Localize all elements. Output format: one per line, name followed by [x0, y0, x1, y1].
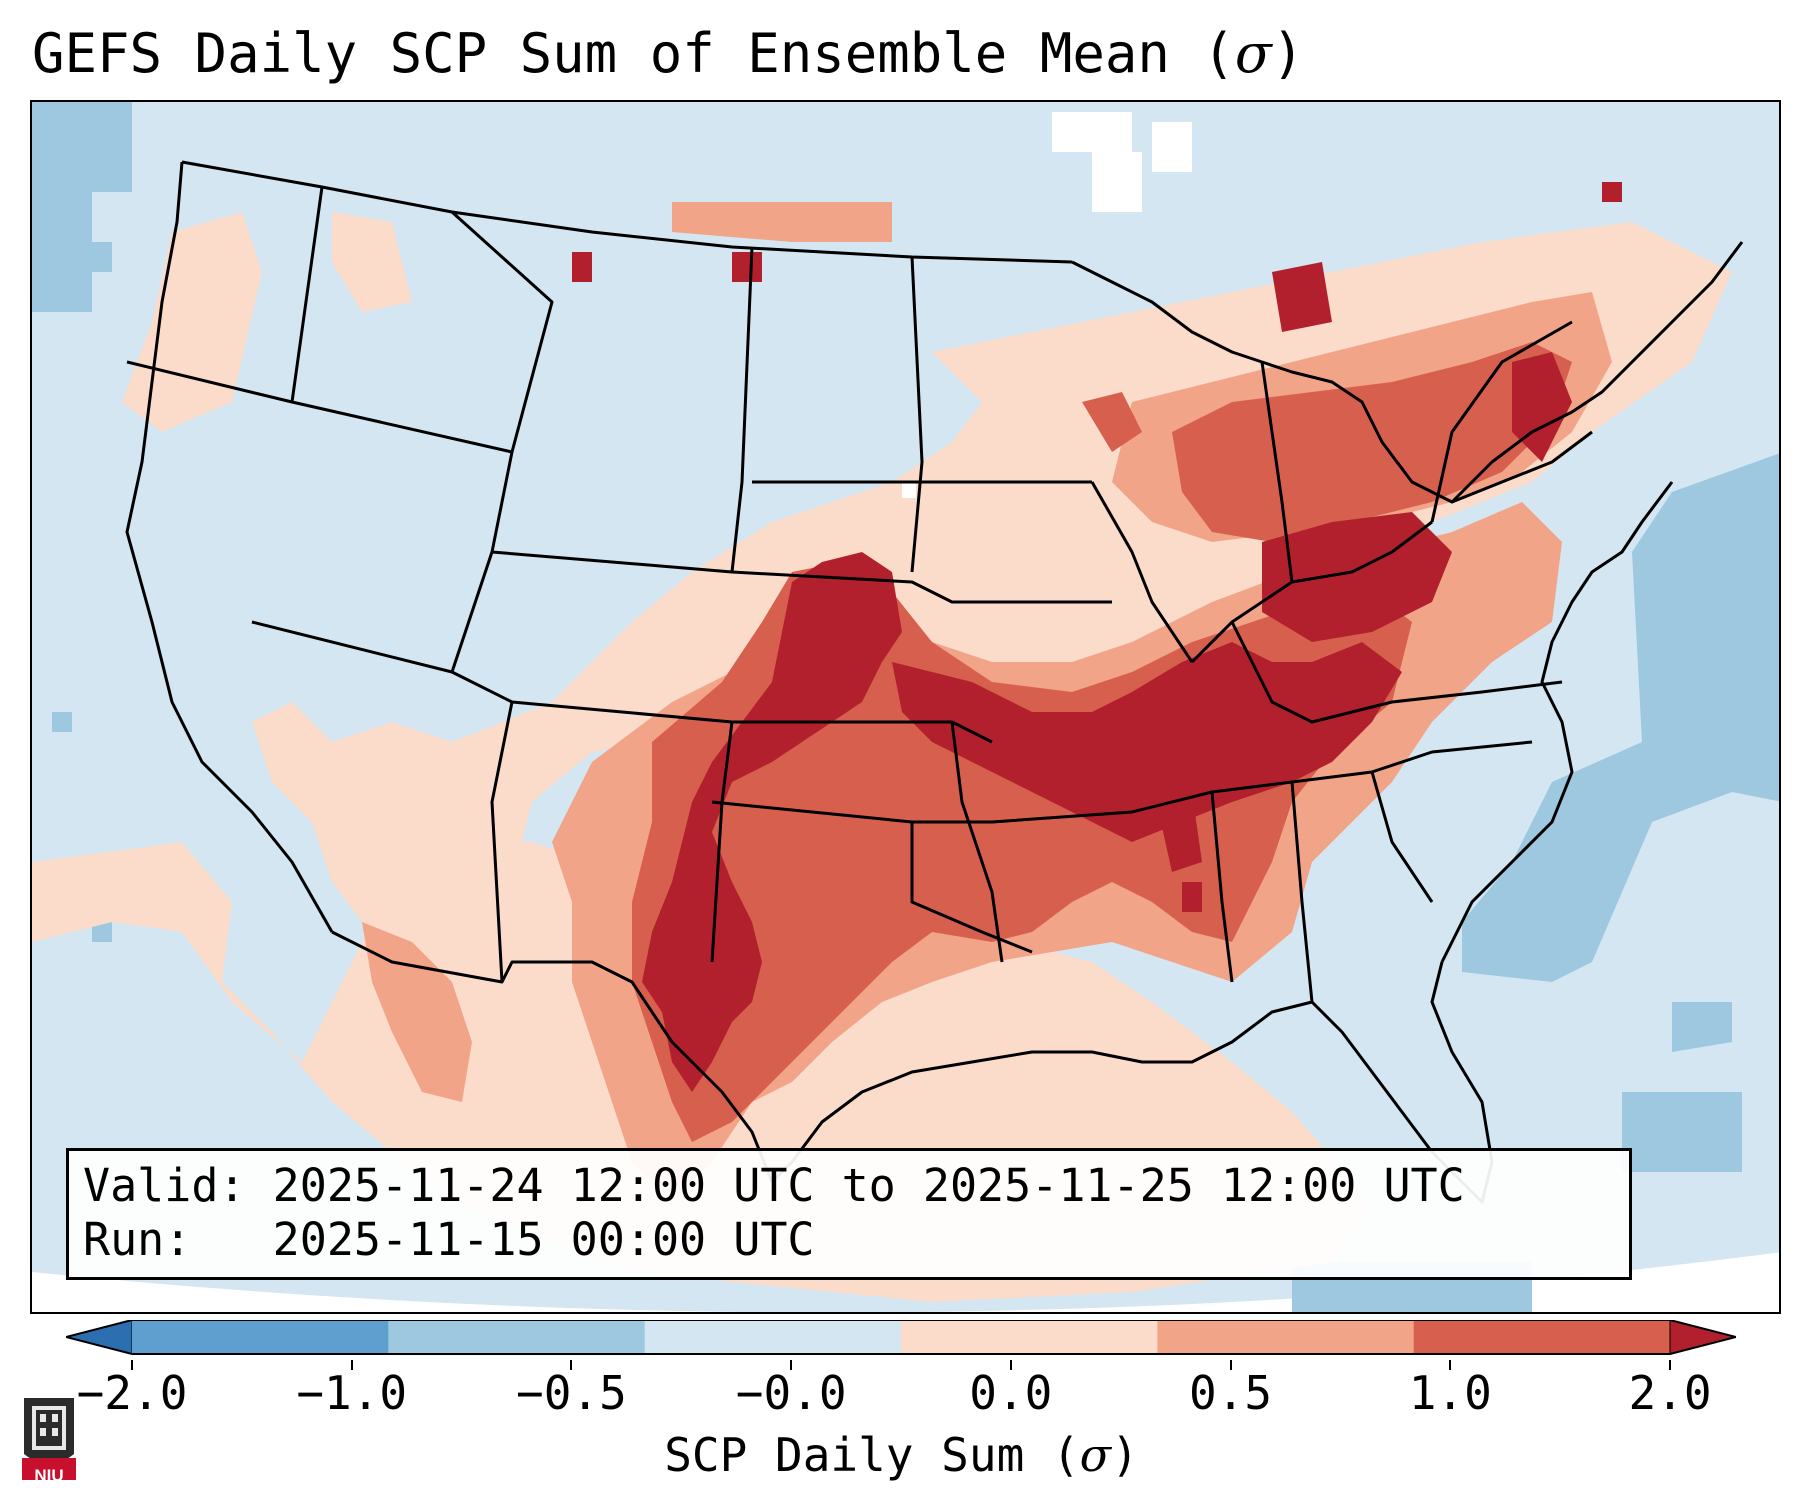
- colorbar-extend-low: [66, 1320, 133, 1355]
- colorbar-tick: [790, 1360, 793, 1370]
- colorbar-extend-high: [1669, 1320, 1736, 1355]
- colorbar-tick: [1449, 1360, 1452, 1370]
- colorbar: [66, 1320, 1736, 1355]
- run-row: Run: 2025-11-15 00:00 UTC: [83, 1213, 1615, 1267]
- colorbar-tick-label: −1.0: [296, 1366, 408, 1420]
- colorbar-tick: [350, 1360, 353, 1370]
- niu-logo: [22, 1398, 76, 1480]
- colorbar-tick-label: −2.0: [76, 1366, 188, 1420]
- valid-run-info-box: Valid: 2025-11-24 12:00 UTC to 2025-11-2…: [66, 1148, 1632, 1280]
- colorbar-tick-label: 0.5: [1189, 1366, 1273, 1420]
- chart-title: GEFS Daily SCP Sum of Ensemble Mean (σ): [32, 22, 1305, 85]
- colorbar-segment: [901, 1320, 1158, 1354]
- colorbar-tick: [1009, 1360, 1012, 1370]
- colorbar-tick-label: 1.0: [1408, 1366, 1492, 1420]
- colorbar-tick-label: −0.0: [735, 1366, 847, 1420]
- colorbar-segment: [1157, 1320, 1415, 1354]
- colorbar-tick: [1669, 1360, 1671, 1370]
- state-and-country-boundaries: [125, 160, 1744, 1204]
- valid-value: 2025-11-24 12:00 UTC to 2025-11-25 12:00…: [272, 1159, 1465, 1212]
- colorbar-tick: [570, 1360, 573, 1370]
- colorbar-segment: [132, 1320, 389, 1354]
- scp-anomaly-map: [32, 102, 1779, 1312]
- colorbar-segment: [388, 1320, 646, 1354]
- run-value: 2025-11-15 00:00 UTC: [272, 1213, 815, 1266]
- colorbar-segment: [1413, 1320, 1671, 1354]
- colorbar-tick-label: 0.0: [969, 1366, 1053, 1420]
- colorbar-tick-label: 2.0: [1628, 1366, 1712, 1420]
- colorbar-segment: [644, 1320, 902, 1354]
- colorbar-tick: [1229, 1360, 1232, 1370]
- colorbar-tick: [131, 1360, 133, 1370]
- colorbar-tick-label: −0.5: [516, 1366, 627, 1420]
- logo-text: NIU: [34, 1466, 64, 1485]
- valid-row: Valid: 2025-11-24 12:00 UTC to 2025-11-2…: [83, 1159, 1615, 1213]
- map-panel: [30, 100, 1781, 1314]
- colorbar-label: SCP Daily Sum (σ): [664, 1428, 1139, 1482]
- colorbar-outline: [66, 1320, 1736, 1355]
- run-label: Run:: [83, 1213, 192, 1266]
- valid-label: Valid:: [83, 1159, 246, 1212]
